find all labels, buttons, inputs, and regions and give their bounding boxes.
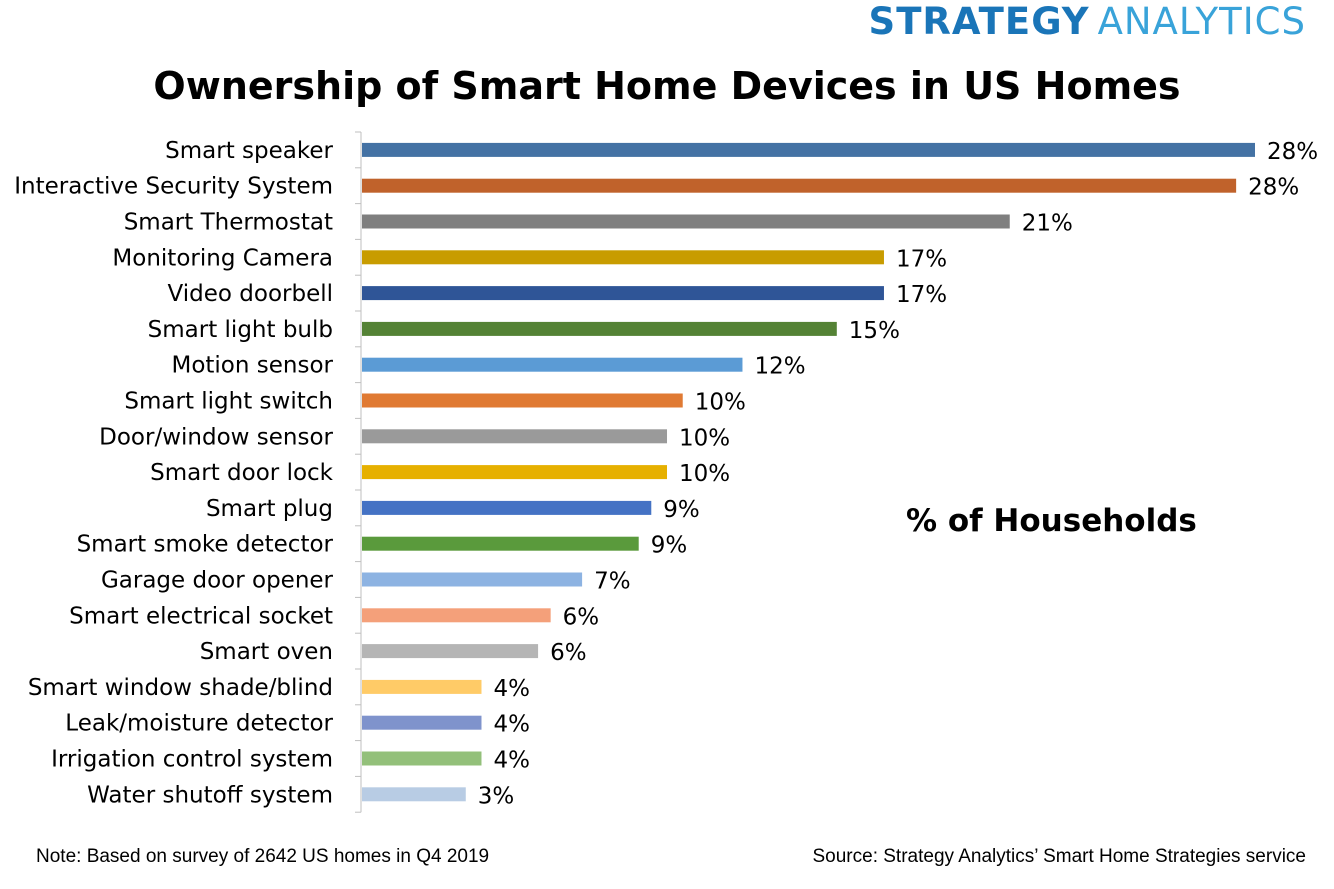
data-label: 4% — [493, 676, 530, 702]
bar — [362, 393, 683, 408]
data-label: 17% — [896, 246, 947, 272]
bar — [362, 178, 1237, 193]
data-label: 10% — [695, 390, 746, 416]
bar — [362, 429, 668, 444]
category-label: Interactive Security System — [14, 174, 333, 200]
category-label: Smart light switch — [124, 389, 333, 415]
category-label: Smart light bulb — [148, 317, 333, 343]
category-label: Smart door lock — [150, 460, 334, 486]
category-label: Smart smoke detector — [77, 532, 334, 558]
bar — [362, 608, 551, 623]
bar — [362, 286, 884, 301]
bar — [362, 751, 482, 766]
strategy-analytics-logo: STRATEGY ANALYTICS — [869, 0, 1306, 43]
category-label: Smart oven — [200, 639, 333, 665]
category-label: Smart Thermostat — [124, 210, 333, 236]
category-label: Smart window shade/blind — [28, 675, 333, 701]
bar — [362, 715, 482, 730]
data-label: 10% — [679, 425, 730, 451]
data-label: 9% — [651, 533, 688, 559]
data-label: 12% — [754, 354, 805, 380]
unit-label: % of Households — [906, 503, 1197, 539]
category-label: Irrigation control system — [51, 747, 333, 773]
survey-note: Note: Based on survey of 2642 US homes i… — [36, 846, 490, 867]
logo-word-strategy: STRATEGY — [868, 0, 1090, 43]
bar — [362, 536, 639, 551]
bar — [362, 142, 1255, 157]
data-label: 28% — [1248, 175, 1299, 201]
bar — [362, 644, 539, 659]
category-label: Smart electrical socket — [69, 603, 333, 629]
data-label: 15% — [849, 318, 900, 344]
data-label: 17% — [896, 282, 947, 308]
category-label: Smart plug — [206, 496, 333, 522]
data-label: 21% — [1022, 211, 1073, 237]
data-label: 28% — [1267, 139, 1318, 165]
category-label: Smart speaker — [165, 138, 333, 164]
data-label: 4% — [493, 712, 530, 738]
category-label: Door/window sensor — [99, 424, 333, 450]
chart-title: Ownership of Smart Home Devices in US Ho… — [153, 64, 1181, 108]
data-label: 6% — [563, 604, 600, 630]
category-label: Video doorbell — [168, 281, 333, 307]
bar — [362, 572, 583, 587]
bar — [362, 787, 466, 802]
data-label: 7% — [594, 569, 631, 595]
data-label: 10% — [679, 461, 730, 487]
bar — [362, 214, 1010, 229]
data-label: 6% — [550, 640, 587, 666]
logo-word-analytics: ANALYTICS — [1097, 0, 1306, 43]
bar — [362, 250, 884, 265]
category-label: Water shutoff system — [87, 782, 333, 808]
bar — [362, 465, 668, 480]
data-label: 3% — [478, 783, 515, 809]
category-label: Garage door opener — [101, 568, 334, 594]
bar — [362, 357, 743, 372]
data-label: 9% — [663, 497, 700, 523]
source-credit: Source: Strategy Analytics’ Smart Home S… — [812, 846, 1307, 867]
bar — [362, 500, 652, 515]
category-label: Monitoring Camera — [112, 245, 333, 271]
bar — [362, 321, 837, 336]
category-label: Motion sensor — [171, 353, 333, 379]
category-label: Leak/moisture detector — [65, 711, 333, 737]
data-label: 4% — [493, 748, 530, 774]
bar — [362, 679, 482, 694]
